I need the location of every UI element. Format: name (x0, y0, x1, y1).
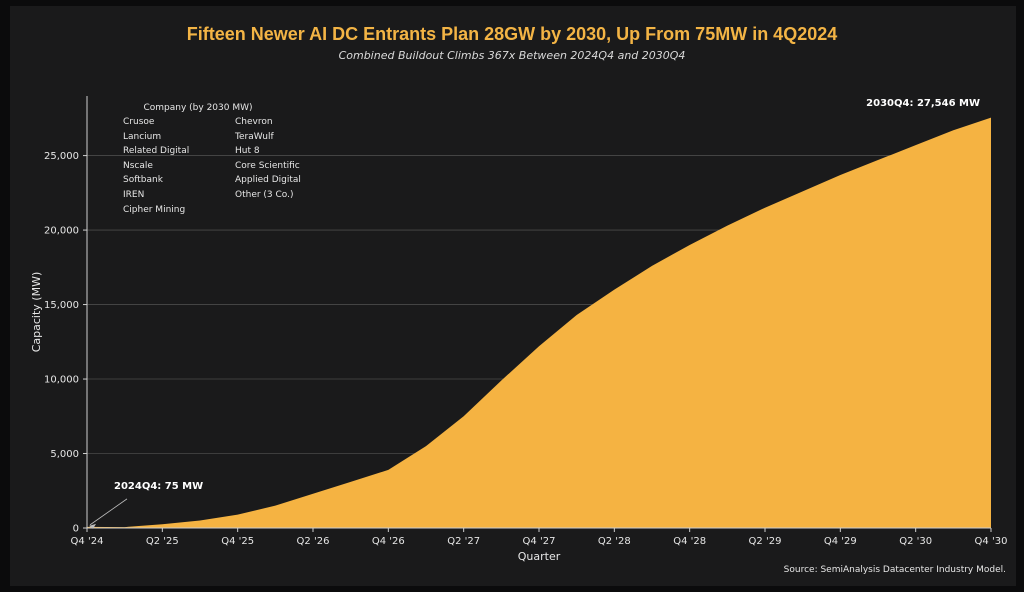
legend-title: Company (by 2030 MW) (143, 103, 253, 113)
x-tick-label: Q2 '26 (297, 536, 330, 547)
annotation-arrow (89, 498, 128, 526)
annotation-start: 2024Q4: 75 MW (114, 481, 203, 492)
chart-subtitle: Combined Buildout Climbs 367x Between 20… (338, 49, 686, 62)
legend-item: Hut 8 (235, 146, 260, 157)
y-tick-label: 5,000 (50, 449, 79, 460)
x-tick-label: Q4 '24 (71, 536, 104, 547)
legend-column-2: Chevron TeraWulf Hut 8 Core Scientific Appli… (222, 115, 334, 217)
x-tick-label: Q4 '30 (975, 536, 1008, 547)
x-tick-label: Q4 '27 (523, 536, 556, 547)
legend-item: TeraWulf (235, 131, 274, 142)
legend-item: Softbank (123, 175, 163, 186)
legend-item: Related Digital (123, 146, 190, 157)
y-axis-label: Capacity (MW) (30, 272, 43, 353)
y-tick-label: 10,000 (44, 375, 79, 386)
y-tick-label: 0 (73, 524, 79, 535)
x-tick-label: Q2 '29 (749, 536, 782, 547)
legend-column-1: Crusoe Lancium Related Digital Nscale Softba… (110, 115, 222, 217)
legend-item: Other (3 Co.) (235, 189, 294, 200)
x-tick-label: Q4 '26 (372, 536, 405, 547)
x-tick-label: Q2 '30 (899, 536, 932, 547)
y-tick-label: 25,000 (44, 151, 79, 162)
legend: Company (by 2030 MW) Crusoe Lancium Relate… (110, 103, 334, 217)
source-note: Source: SemiAnalysis Datacenter Industry… (783, 565, 1006, 575)
y-tick-label: 15,000 (44, 300, 79, 311)
x-tick-label: Q2 '28 (598, 536, 631, 547)
legend-item: Lancium (123, 131, 162, 142)
legend-item: IREN (123, 189, 145, 200)
x-tick-label: Q2 '27 (447, 536, 480, 547)
x-tick-label: Q4 '28 (673, 536, 706, 547)
x-tick-label: Q2 '25 (146, 536, 179, 547)
x-tick-label: Q4 '29 (824, 536, 857, 547)
y-tick-label: 20,000 (44, 226, 79, 237)
area-series (87, 117, 991, 529)
chart-title: Fifteen Newer AI DC Entrants Plan 28GW b… (186, 24, 838, 44)
annotation-end: 2030Q4: 27,546 MW (866, 98, 980, 109)
x-axis-label: Quarter (518, 550, 561, 563)
legend-item: Chevron (235, 117, 273, 127)
annotation-arrowhead (89, 523, 96, 529)
x-tick-label: Q4 '25 (221, 536, 254, 547)
legend-item: Crusoe (123, 117, 155, 127)
legend-item: Nscale (123, 160, 153, 171)
legend-item: Applied Digital (235, 175, 301, 186)
legend-item: Cipher Mining (123, 204, 186, 215)
legend-item: Core Scientific (235, 160, 300, 171)
